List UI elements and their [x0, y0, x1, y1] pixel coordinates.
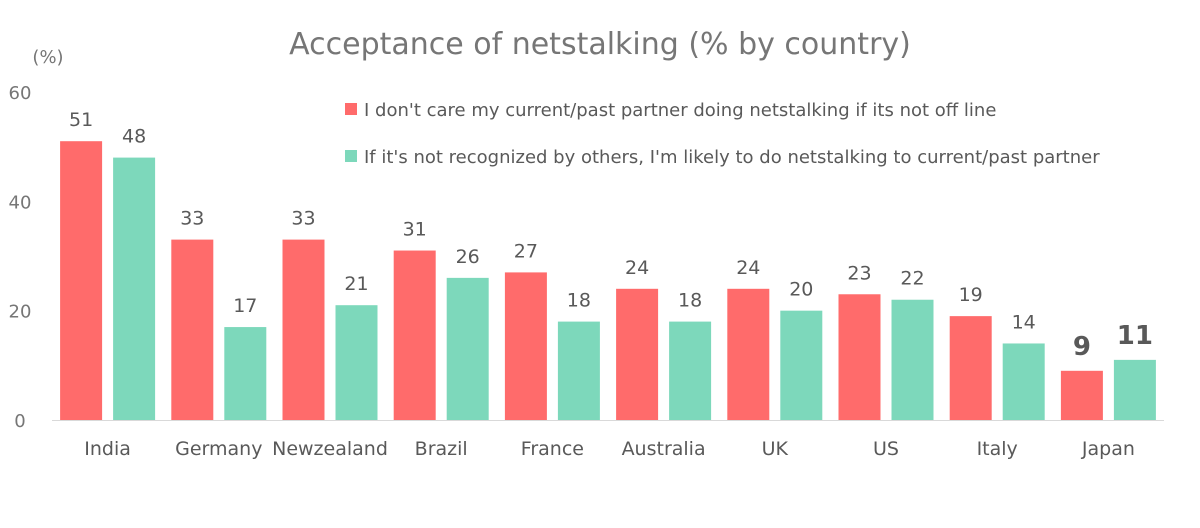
legend-swatch-series-2	[345, 150, 357, 162]
data-label-japan-series-1: 9	[1073, 332, 1091, 362]
data-label-india-series-2: 48	[122, 126, 146, 148]
data-label-uk-series-2: 20	[789, 279, 813, 301]
data-label-australia-series-1: 24	[625, 257, 649, 279]
data-label-france-series-1: 27	[514, 240, 538, 262]
legend-label-series-2: If it's not recognized by others, I'm li…	[364, 147, 1100, 168]
x-tick-label-germany: Germany	[175, 438, 262, 460]
bar-italy-series-2	[1002, 343, 1045, 420]
data-label-brazil-series-2: 26	[456, 246, 480, 268]
data-label-japan-series-2: 11	[1117, 321, 1153, 351]
x-tick-label-brazil: Brazil	[415, 438, 468, 460]
data-label-australia-series-2: 18	[678, 290, 702, 312]
bar-uk-series-2	[780, 310, 823, 420]
data-label-india-series-1: 51	[69, 109, 93, 131]
bar-italy-series-1	[949, 316, 992, 420]
legend-swatch-series-1	[345, 103, 357, 115]
chart-title: Acceptance of netstalking (% by country)	[289, 27, 911, 62]
x-tick-label-newzealand: Newzealand	[272, 438, 388, 460]
bar-australia-series-2	[669, 321, 712, 420]
data-label-us-series-1: 23	[847, 262, 871, 284]
bar-germany-series-1	[171, 239, 214, 420]
y-axis-unit-label: (%)	[32, 47, 63, 68]
legend-label-series-1: I don't care my current/past partner doi…	[364, 100, 996, 121]
x-tick-label-us: US	[873, 438, 899, 460]
data-label-uk-series-1: 24	[736, 257, 760, 279]
y-tick-label: 0	[14, 411, 25, 432]
bar-india-series-2	[113, 157, 156, 420]
data-label-brazil-series-1: 31	[403, 219, 427, 241]
bar-india-series-1	[60, 141, 103, 420]
y-tick-label: 40	[9, 192, 32, 213]
legend: I don't care my current/past partner doi…	[345, 100, 1100, 168]
y-tick-label: 60	[9, 83, 32, 104]
bar-australia-series-1	[616, 288, 659, 420]
x-tick-label-france: France	[521, 438, 584, 460]
bar-newzealand-series-1	[282, 239, 325, 420]
bar-brazil-series-1	[393, 250, 436, 420]
bar-japan-series-2	[1113, 359, 1156, 420]
data-label-newzealand-series-2: 21	[344, 273, 368, 295]
bars	[60, 141, 1156, 420]
bar-uk-series-1	[727, 288, 770, 420]
bar-france-series-1	[504, 272, 547, 420]
x-tick-label-india: India	[84, 438, 131, 460]
bar-us-series-2	[891, 299, 934, 420]
bar-germany-series-2	[224, 327, 267, 420]
data-label-us-series-2: 22	[900, 268, 924, 290]
x-tick-label-australia: Australia	[622, 438, 706, 460]
data-label-italy-series-1: 19	[959, 284, 983, 306]
data-label-newzealand-series-1: 33	[291, 208, 315, 230]
x-tick-label-italy: Italy	[977, 438, 1018, 460]
y-axis: 0 20 40 60	[9, 83, 32, 432]
data-label-germany-series-1: 33	[180, 208, 204, 230]
x-tick-label-uk: UK	[762, 438, 789, 460]
bar-japan-series-1	[1060, 370, 1103, 420]
bar-us-series-1	[838, 294, 881, 420]
data-labels: 51 48 33 17 33 21 31 26 27 18 24 18 24 20 23 22 19 14 9 11	[69, 109, 1153, 362]
data-label-italy-series-2: 14	[1012, 311, 1036, 333]
y-tick-label: 20	[9, 302, 32, 323]
bar-france-series-2	[557, 321, 600, 420]
bar-brazil-series-2	[446, 277, 489, 420]
x-tick-label-japan: Japan	[1081, 438, 1135, 460]
data-label-germany-series-2: 17	[233, 295, 257, 317]
data-label-france-series-2: 18	[567, 290, 591, 312]
bar-newzealand-series-2	[335, 305, 378, 420]
x-axis: India Germany Newzealand Brazil France Austra…	[84, 438, 1135, 460]
